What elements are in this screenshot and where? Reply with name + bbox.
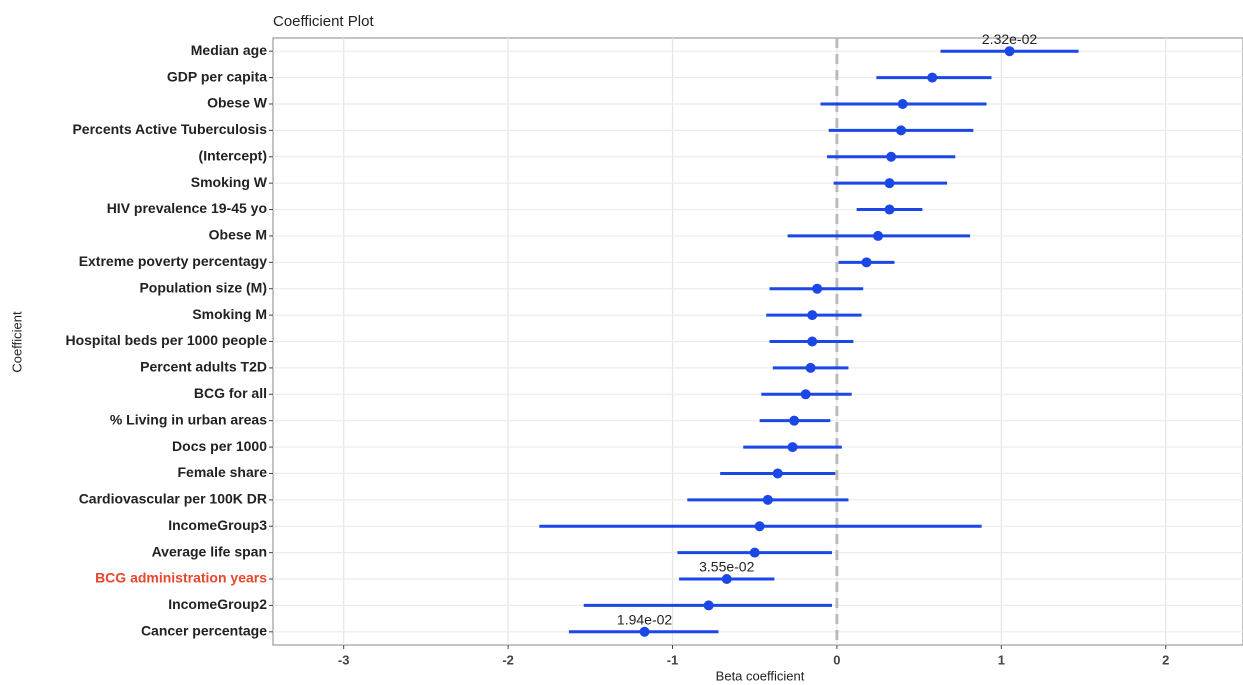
category-label: BCG for all [194, 385, 267, 401]
point [789, 415, 800, 426]
point [896, 125, 907, 136]
point [805, 362, 816, 373]
point [884, 178, 895, 189]
category-label: Female share [178, 464, 268, 480]
category-label: Smoking M [192, 306, 267, 322]
point [884, 204, 895, 215]
point [754, 521, 765, 532]
category-label: % Living in urban areas [110, 411, 267, 427]
point [807, 336, 818, 347]
x-tick-label: -1 [667, 652, 679, 667]
x-tick-label: -2 [502, 652, 514, 667]
point [749, 547, 760, 558]
point [1004, 46, 1015, 57]
point [703, 600, 714, 611]
x-tick-label: 2 [1162, 652, 1169, 667]
category-label: Smoking W [191, 174, 268, 190]
category-label: (Intercept) [199, 147, 267, 163]
point [800, 389, 811, 400]
point [897, 98, 908, 109]
point [886, 151, 897, 162]
point [807, 310, 818, 321]
category-label: IncomeGroup3 [168, 517, 267, 533]
x-axis-label: Beta coefficient [716, 668, 805, 683]
point [873, 230, 884, 241]
point [762, 494, 773, 505]
x-tick-label: 0 [833, 652, 840, 667]
category-label: Extreme poverty percentagy [79, 253, 268, 269]
chart-title: Coefficient Plot [273, 13, 374, 30]
category-label: Obese M [209, 227, 267, 243]
x-tick-label: -3 [338, 652, 350, 667]
category-label: Cancer percentage [141, 623, 267, 639]
category-label: Population size (M) [139, 279, 267, 295]
category-label: Hospital beds per 1000 people [65, 332, 267, 348]
point [721, 574, 732, 585]
y-axis-label: Coefficient [9, 311, 24, 373]
category-label: Average life span [152, 543, 267, 559]
point [787, 442, 798, 453]
point [812, 283, 823, 294]
category-label: Median age [191, 42, 267, 58]
category-label: GDP per capita [167, 68, 267, 84]
category-label: Percents Active Tuberculosis [72, 121, 267, 137]
point [639, 626, 650, 637]
category-label: Docs per 1000 [172, 438, 267, 454]
point [861, 257, 872, 268]
category-label: BCG administration years [95, 570, 267, 586]
category-label: IncomeGroup2 [168, 596, 267, 612]
point [927, 72, 938, 83]
point [772, 468, 783, 479]
point-label: 3.55e-02 [699, 559, 754, 575]
category-label: HIV prevalence 19-45 yo [107, 200, 267, 216]
x-tick-label: 1 [998, 652, 1005, 667]
point-label: 2.32e-02 [982, 31, 1037, 47]
category-label: Cardiovascular per 100K DR [79, 491, 267, 507]
category-label: Obese W [207, 95, 268, 111]
category-label: Percent adults T2D [140, 359, 267, 375]
point-label: 1.94e-02 [617, 612, 672, 628]
